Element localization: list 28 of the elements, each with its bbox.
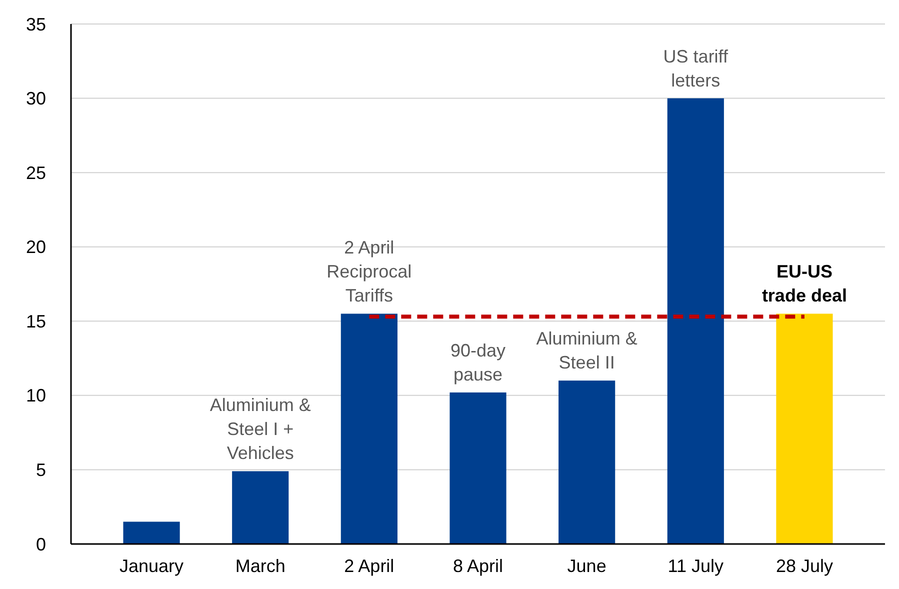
x-tick-label: 2 April	[344, 556, 394, 576]
bar	[123, 522, 180, 544]
y-tick-label: 15	[26, 311, 46, 332]
annotation: 2 April Reciprocal Tariffs	[326, 238, 412, 306]
y-tick-label: 30	[26, 88, 46, 109]
x-tick-label: June	[567, 556, 606, 576]
y-tick-label: 25	[26, 162, 46, 183]
y-tick-label: 20	[26, 237, 46, 258]
x-tick-label: March	[235, 556, 286, 576]
bar	[450, 392, 506, 544]
x-tick-label: 8 April	[452, 556, 504, 576]
bar	[340, 314, 398, 544]
x-tick-label: January	[120, 556, 184, 576]
annotation: EU-US trade deal	[762, 262, 847, 306]
bar	[558, 380, 616, 544]
y-tick-label: 10	[26, 386, 46, 406]
y-tick-label: 0	[36, 534, 46, 554]
bar	[776, 314, 833, 544]
annotation: Aluminium & Steel I + Vehicles	[210, 395, 311, 464]
bar	[232, 471, 289, 544]
x-tick-label: 11 July	[668, 556, 724, 576]
x-tick-label: 28 July	[776, 556, 833, 576]
y-tick-label: 35	[26, 14, 46, 34]
annotation: 90-day pause	[450, 340, 506, 384]
y-tick-label: 5	[36, 460, 46, 480]
annotation: US tariff letters	[663, 46, 729, 90]
annotation: Aluminium & Steel II	[536, 328, 638, 373]
bar	[667, 98, 724, 544]
